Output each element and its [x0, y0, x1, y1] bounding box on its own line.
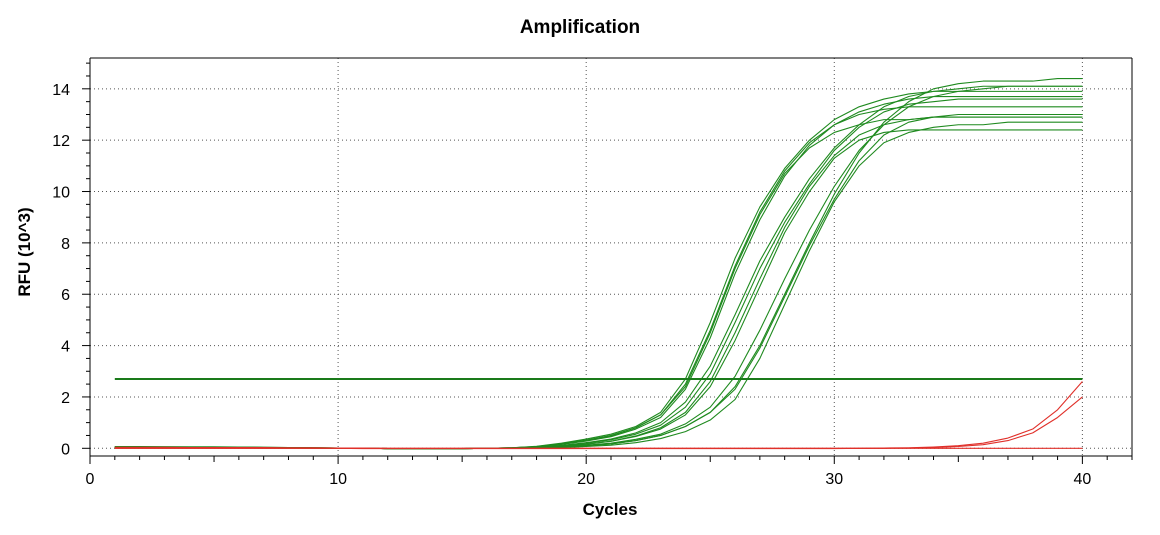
y-tick-label-0: 0 — [61, 441, 70, 458]
series-line-7 — [114, 116, 1083, 450]
y-tick-label-2: 2 — [61, 390, 70, 407]
series-line-6 — [114, 98, 1083, 450]
x-tick-label-40: 40 — [1073, 471, 1091, 488]
axes: 0 10 20 30 40 0 2 4 6 8 10 12 14 — [52, 57, 1133, 488]
series-line-8 — [114, 129, 1083, 450]
series-line-12 — [114, 121, 1083, 450]
series-group — [114, 77, 1083, 450]
y-tick-label-10: 10 — [52, 185, 70, 202]
x-tick-label-10: 10 — [329, 471, 347, 488]
series-line-10 — [114, 77, 1083, 450]
y-axis-label: RFU (10^3) — [15, 207, 34, 296]
y-tick-label-6: 6 — [61, 287, 70, 304]
y-tick-label-4: 4 — [61, 339, 70, 356]
x-tick-label-30: 30 — [825, 471, 843, 488]
y-tick-label-14: 14 — [52, 82, 70, 99]
y-tick-label-8: 8 — [61, 236, 70, 253]
x-axis-label: Cycles — [583, 500, 638, 519]
x-tick-label-20: 20 — [577, 471, 595, 488]
series-line-1 — [114, 90, 1083, 450]
series-line-11 — [114, 113, 1083, 450]
series-line-4 — [114, 116, 1083, 450]
grid — [90, 58, 1132, 456]
x-tick-label-0: 0 — [86, 471, 95, 488]
chart-title: Amplification — [520, 17, 640, 38]
y-tick-label-12: 12 — [52, 133, 70, 150]
series-line-3 — [114, 95, 1083, 450]
